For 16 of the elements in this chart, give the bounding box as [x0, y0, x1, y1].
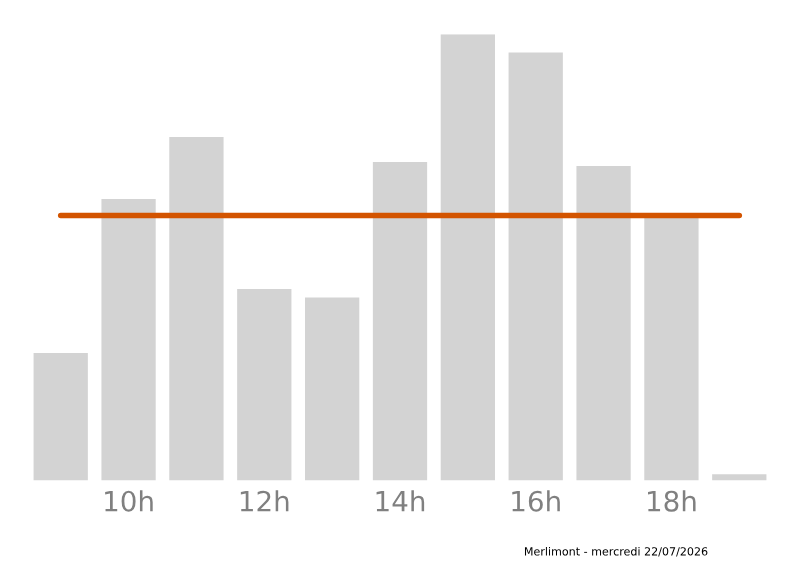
bar [101, 198, 156, 481]
bar [508, 52, 563, 481]
bar [372, 161, 428, 481]
x-tick-label: 10h [105, 490, 153, 512]
bar [169, 136, 224, 481]
bar [440, 34, 495, 481]
bar [237, 289, 292, 481]
bar [712, 474, 767, 481]
x-tick-label: 12h [240, 490, 289, 512]
bar [33, 352, 88, 481]
x-tick-label: 16h [512, 490, 560, 512]
bar [305, 297, 360, 481]
x-tick-label: 18h [648, 490, 696, 512]
bar [644, 215, 699, 481]
bar [576, 165, 631, 481]
x-tick-label: 14h [376, 490, 425, 512]
